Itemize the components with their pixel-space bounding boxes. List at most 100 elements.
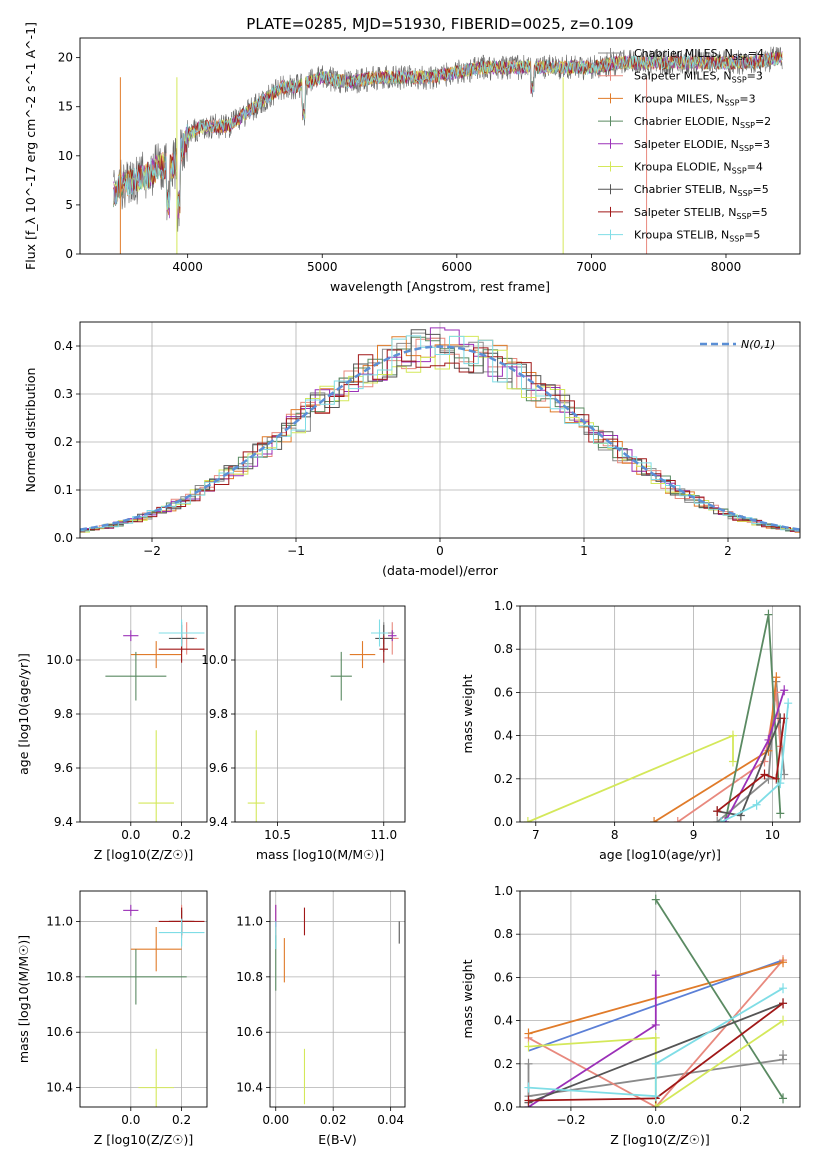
- errorbar-point: [130, 927, 182, 972]
- spectrum-line-7: [113, 52, 783, 214]
- weight-marker: [651, 894, 660, 905]
- weight-marker: [772, 672, 781, 683]
- panel-residuals: −2 −1 0 1 2 0.0 0.1 0.2 0.3 0.4 (data-model)/error…: [23, 321, 801, 578]
- legend-label: Salpeter ELODIE, NSSP=3: [634, 138, 770, 153]
- x-axis-label: age [log10(age/yr)]: [599, 847, 721, 862]
- weight-marker: [728, 756, 737, 767]
- y-axis-label: mass [log10(M/M☉)]: [16, 935, 31, 1063]
- errorbar-point: [130, 641, 182, 669]
- x-tick-label: 8: [611, 828, 619, 842]
- y-tick-label: 9.6: [209, 761, 228, 775]
- x-tick-label: 2: [724, 544, 732, 558]
- errorbar-point: [371, 619, 388, 647]
- errorbar-point: [330, 651, 352, 701]
- y-tick-label: 9.4: [209, 815, 228, 829]
- x-tick-label: 4000: [172, 260, 203, 274]
- y-tick-label: 0.1: [54, 483, 73, 497]
- y-tick-label: 0.2: [494, 772, 513, 786]
- x-tick-label: 7: [532, 828, 540, 842]
- weight-marker: [713, 806, 722, 817]
- plot-area: [523, 609, 793, 822]
- weight-marker: [779, 998, 788, 1009]
- weight-marker: [779, 957, 788, 968]
- errorbar-point: [158, 918, 205, 947]
- weight-line-2: [653, 677, 778, 822]
- y-tick-label: 0.4: [54, 339, 73, 353]
- x-tick-label: 11.0: [370, 828, 397, 842]
- weight-marker: [760, 769, 769, 780]
- x-tick-label: 0.2: [172, 828, 191, 842]
- x-tick-label: 5000: [307, 260, 338, 274]
- spectrum-line-8: [113, 52, 783, 210]
- y-tick-label: 10.0: [201, 653, 228, 667]
- y-tick-label: 0.6: [494, 685, 513, 699]
- weight-marker: [784, 698, 793, 709]
- x-axis-label: E(B-V): [318, 1132, 357, 1147]
- weight-line-3: [655, 899, 784, 1099]
- legend-label: Kroupa MILES, NSSP=3: [634, 92, 756, 107]
- errorbar-point: [349, 641, 376, 669]
- x-tick-label: 1: [580, 544, 588, 558]
- y-tick-label: 0.4: [494, 1014, 513, 1028]
- errorbar-point: [138, 730, 174, 822]
- spectrum-line-6: [113, 46, 783, 232]
- x-tick-label: 6000: [442, 260, 473, 274]
- weight-marker: [776, 778, 785, 789]
- legend: Chabrier MILES, NSSP=4 Salpeter MILES, NS…: [598, 47, 771, 244]
- x-tick-label: 0: [436, 544, 444, 558]
- weight-marker: [780, 685, 789, 696]
- x-tick-label: 0.04: [377, 1113, 404, 1127]
- x-tick-label: 9: [690, 828, 698, 842]
- weight-marker: [779, 1093, 788, 1104]
- weight-marker: [772, 773, 781, 784]
- weight-marker: [779, 1015, 788, 1026]
- x-tick-label: 0.0: [121, 1113, 140, 1127]
- weight-marker: [752, 799, 761, 810]
- weight-line-6: [528, 1002, 784, 1104]
- legend-label: Kroupa STELIB, NSSP=5: [634, 229, 760, 244]
- weight-marker: [651, 1032, 660, 1043]
- errorbar-point: [105, 651, 167, 701]
- axes-frame: [269, 890, 406, 1108]
- weight-marker: [779, 983, 788, 994]
- y-tick-label: 10.4: [236, 1081, 263, 1095]
- weight-marker: [651, 970, 660, 981]
- plot-area: [275, 904, 400, 1105]
- panel-spectrum: 4000 5000 6000 7000 8000 0 5 10 15 20 wavelength […: [23, 22, 801, 294]
- weight-marker: [673, 817, 682, 822]
- legend-label: Chabrier ELODIE, NSSP=2: [634, 115, 771, 130]
- weight-marker: [524, 1095, 533, 1106]
- x-tick-label: 0.0: [646, 1113, 665, 1127]
- x-tick-label: 7000: [576, 260, 607, 274]
- errorbar-point: [138, 1048, 174, 1107]
- y-tick-label: 10.6: [236, 1025, 263, 1039]
- y-tick-label: 11.0: [236, 914, 263, 928]
- figure-title: PLATE=0285, MJD=51930, FIBERID=0025, z=0…: [246, 15, 633, 33]
- y-tick-label: 0.2: [494, 1057, 513, 1071]
- plot-area: [105, 619, 205, 822]
- x-axis-label: Z [log10(Z/Z☉)]: [610, 1132, 710, 1147]
- weight-marker: [651, 1102, 660, 1107]
- x-tick-label: 0.2: [731, 1113, 750, 1127]
- y-tick-label: 0: [65, 247, 73, 261]
- x-tick-label: 10.5: [264, 828, 291, 842]
- y-tick-label: 0.4: [494, 729, 513, 743]
- histogram-6: [80, 329, 800, 533]
- weight-line-8: [528, 987, 784, 1098]
- y-tick-label: 9.6: [54, 761, 73, 775]
- weight-marker: [524, 1028, 533, 1039]
- weight-line-4: [724, 689, 786, 822]
- x-axis-label: wavelength [Angstrom, rest frame]: [330, 279, 550, 294]
- y-tick-label: 0.0: [54, 531, 73, 545]
- y-tick-label: 10.8: [236, 970, 263, 984]
- y-tick-label: 10: [58, 149, 73, 163]
- y-tick-label: 0.0: [494, 1100, 513, 1114]
- errorbar-point: [123, 904, 139, 916]
- weight-marker: [728, 730, 737, 741]
- x-tick-label: 8000: [711, 260, 742, 274]
- weight-marker: [713, 817, 722, 822]
- plot-area: [113, 46, 783, 254]
- axes-frame: [519, 890, 801, 1108]
